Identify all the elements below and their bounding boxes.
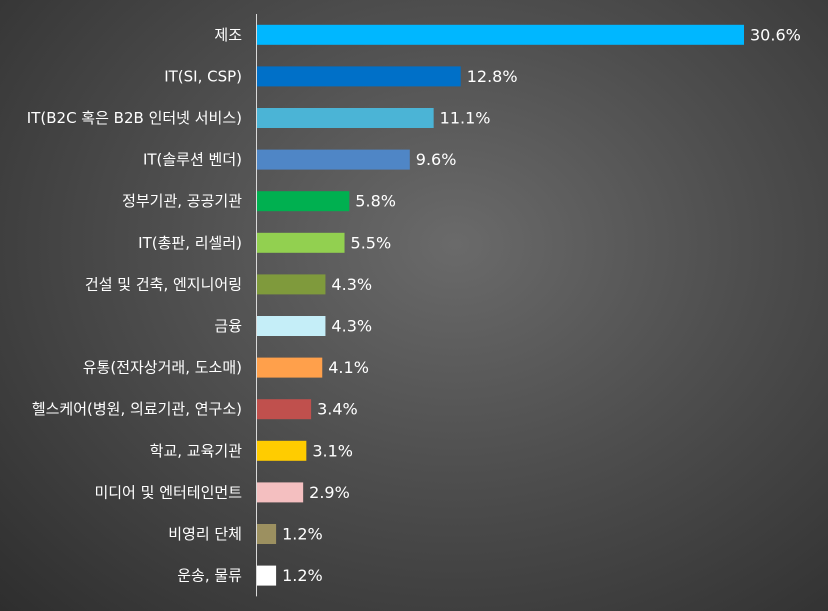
category-label-10: 학교, 교육기관 [150, 442, 243, 460]
category-label-6: 건설 및 건축, 엔지니어링 [85, 275, 242, 293]
category-label-9: 헬스케어(병원, 의료기관, 연구소) [32, 400, 242, 418]
value-label-2: 11.1% [440, 109, 491, 128]
value-label-6: 4.3% [331, 275, 372, 294]
bar-10 [257, 440, 307, 461]
value-label-12: 1.2% [282, 525, 323, 544]
category-label-12: 비영리 단체 [168, 525, 242, 543]
value-label-4: 5.8% [355, 192, 396, 211]
bars-layer [257, 24, 744, 586]
value-label-1: 12.8% [467, 67, 518, 86]
value-label-8: 4.1% [328, 358, 369, 377]
value-label-13: 1.2% [282, 566, 323, 585]
category-label-7: 금융 [214, 317, 242, 335]
value-label-9: 3.4% [317, 400, 358, 419]
category-label-13: 운송, 물류 [177, 567, 242, 585]
category-label-3: IT(솔루션 벤더) [143, 151, 242, 169]
category-label-5: IT(총판, 리셀러) [138, 234, 242, 252]
category-label-8: 유통(전자상거래, 도소매) [83, 359, 242, 377]
category-label-11: 미디어 및 엔터테인먼트 [94, 483, 242, 501]
bar-8 [257, 357, 323, 378]
value-label-0: 30.6% [750, 25, 801, 44]
bar-9 [257, 399, 312, 420]
value-label-10: 3.1% [312, 441, 353, 460]
value-labels: 30.6% 12.8% 11.1% 9.6% 5.8% 5.5% 4.3% 4.3% 4.1% 3… [282, 25, 801, 585]
bar-6 [257, 274, 326, 295]
value-label-3: 9.6% [416, 150, 457, 169]
bar-0 [257, 24, 744, 45]
bar-13 [257, 565, 277, 586]
bar-4 [257, 191, 350, 212]
bar-2 [257, 108, 434, 128]
bar-7 [257, 316, 326, 336]
value-label-11: 2.9% [309, 483, 350, 502]
bar-12 [257, 524, 277, 544]
bar-3 [257, 149, 410, 170]
value-label-5: 5.5% [351, 233, 392, 252]
category-label-2: IT(B2C 혹은 B2B 인터넷 서비스) [27, 109, 242, 127]
category-labels: 제조 IT(SI, CSP) IT(B2C 혹은 B2B 인터넷 서비스) IT(솔루… [27, 26, 242, 585]
bar-5 [257, 232, 345, 253]
bar-11 [257, 482, 304, 503]
category-label-1: IT(SI, CSP) [164, 67, 242, 85]
bar-1 [257, 66, 461, 87]
category-label-0: 제조 [214, 26, 242, 44]
category-label-4: 정부기관, 공공기관 [122, 192, 242, 210]
value-label-7: 4.3% [331, 317, 372, 336]
